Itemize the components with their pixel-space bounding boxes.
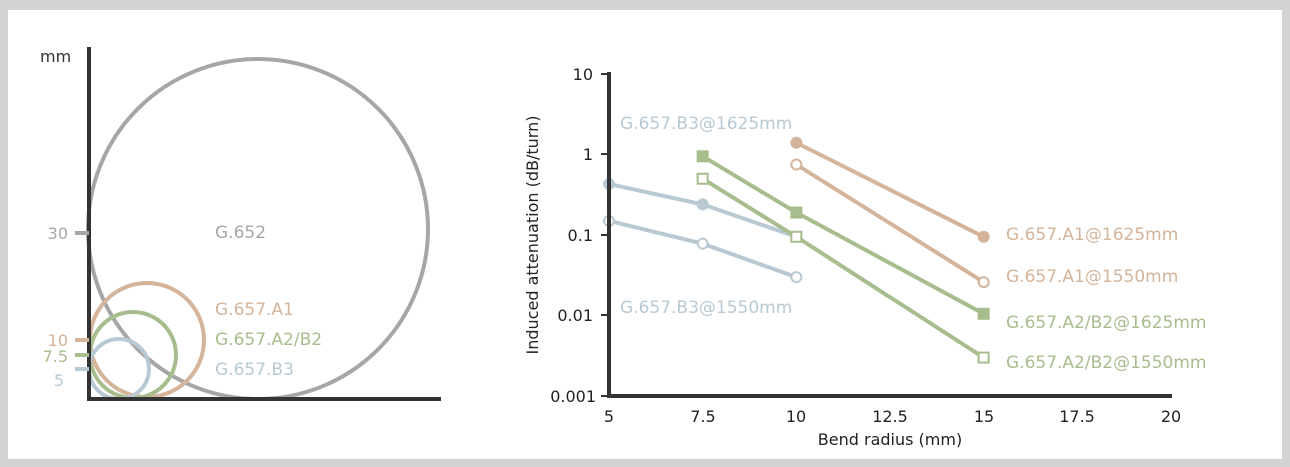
- series-label-a2b2-1550: G.657.A2/B2@1550mm: [1006, 353, 1206, 373]
- data-point-1-1: [696, 237, 709, 250]
- series-label-b3-1625: G.657.B3@1625mm: [620, 114, 792, 134]
- diagram-unit-label: mm: [40, 47, 71, 66]
- series-line-5: [701, 177, 985, 360]
- data-point-3-1: [977, 276, 990, 289]
- label-g657a2b2: G.657.A2/B2: [215, 330, 322, 350]
- x-tick-label: 5: [604, 407, 614, 426]
- x-tick-label: 15: [974, 407, 994, 426]
- series-layer: [603, 136, 990, 364]
- x-tick-label: 20: [1161, 407, 1181, 426]
- label-g657a1: G.657.A1: [215, 300, 294, 320]
- y-tick-label: 10: [573, 65, 593, 84]
- data-point-4-1: [790, 206, 803, 219]
- data-point-4-0: [696, 150, 709, 163]
- label-g657b3: G.657.B3: [215, 360, 294, 380]
- attenuation-chart: 10 1 0.1 0.01 0.001 5 7.5 10 12.5 15 17.…: [523, 65, 1206, 449]
- y-tick-label: 0.01: [557, 306, 593, 325]
- x-tick-label: 10: [786, 407, 806, 426]
- x-tick-label: 17.5: [1059, 407, 1095, 426]
- circle-g657a2b2: [88, 310, 178, 400]
- label-g652: G.652: [215, 223, 266, 243]
- x-axis-label: Bend radius (mm): [818, 430, 962, 449]
- data-point-4-2: [977, 307, 990, 320]
- data-point-5-2: [977, 351, 990, 364]
- tick-label-30: 30: [48, 224, 68, 243]
- series-label-a1-1625: G.657.A1@1625mm: [1006, 225, 1178, 245]
- bend-radius-diagram: mm 30 10 7.5 5 G.652 G.657.A1 G.657.A2/B…: [40, 47, 441, 401]
- x-tick-label: 7.5: [690, 407, 715, 426]
- data-point-1-2: [790, 271, 803, 284]
- series-label-a1-1550: G.657.A1@1550mm: [1006, 267, 1178, 287]
- data-point-2-0: [790, 136, 803, 149]
- y-tick-label: 1: [583, 145, 593, 164]
- data-point-5-1: [790, 230, 803, 243]
- data-point-3-0: [790, 158, 803, 171]
- tick-label-7-5: 7.5: [43, 347, 68, 366]
- data-point-0-1: [696, 198, 709, 211]
- tick-label-5: 5: [54, 371, 64, 390]
- data-point-5-0: [696, 172, 709, 185]
- figure-panel: [8, 10, 1282, 459]
- series-line-2: [795, 140, 985, 239]
- series-line-3: [795, 162, 985, 284]
- x-tick-label: 12.5: [872, 407, 908, 426]
- series-line-4: [701, 154, 985, 316]
- tick-label-10: 10: [48, 331, 68, 350]
- y-axis-label: Induced attenuation (dB/turn): [523, 116, 542, 355]
- series-label-a2b2-1625: G.657.A2/B2@1625mm: [1006, 313, 1206, 333]
- y-tick-label: 0.001: [550, 387, 596, 406]
- data-point-2-1: [977, 230, 990, 243]
- y-tick-label: 0.1: [568, 226, 593, 245]
- series-label-b3-1550: G.657.B3@1550mm: [620, 298, 792, 318]
